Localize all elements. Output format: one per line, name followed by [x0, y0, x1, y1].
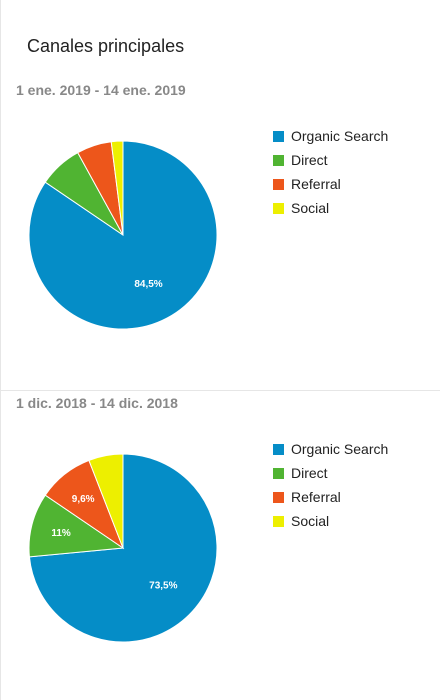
legend-swatch [273, 467, 284, 479]
legend-item-social[interactable]: Social [273, 509, 388, 533]
legend-label: Referral [291, 489, 341, 505]
legend-item-referral[interactable]: Referral [273, 485, 388, 509]
legend-item-organic-search[interactable]: Organic Search [273, 437, 388, 461]
legend-swatch [273, 130, 284, 142]
pie-slice-direct[interactable] [28, 494, 125, 558]
pie-panel-2: 1 dic. 2018 - 14 dic. 2018 73,5% 11% 9,6% … [1, 390, 440, 696]
pie-chart-1: 84,5% [28, 140, 218, 330]
legend-item-referral[interactable]: Referral [273, 172, 388, 196]
slice-label-referral: 9,6% [72, 494, 95, 505]
pie-panel-1: 1 ene. 2019 - 14 ene. 2019 84,5% Organic… [1, 78, 440, 388]
pie-slice-social[interactable] [110, 140, 124, 236]
date-range-1: 1 ene. 2019 - 14 ene. 2019 [16, 82, 186, 98]
slice-label-organic-search: 84,5% [134, 279, 162, 290]
legend-swatch [273, 515, 284, 527]
legend-label: Social [291, 200, 330, 216]
legend-swatch [273, 154, 284, 166]
pie-slice-social[interactable] [88, 453, 124, 549]
legend-swatch [273, 491, 284, 503]
legend-label: Referral [291, 176, 341, 192]
legend-swatch [273, 443, 284, 455]
date-range-2: 1 dic. 2018 - 14 dic. 2018 [16, 395, 178, 411]
legend-label: Social [291, 513, 330, 529]
widget-title: Canales principales [27, 36, 185, 56]
legend-item-organic-search[interactable]: Organic Search [273, 124, 388, 148]
pie-slice-organic-search[interactable] [28, 140, 218, 330]
legend-1: Organic Search Direct Referral Social [273, 124, 388, 220]
legend-label: Direct [291, 465, 328, 481]
pie-chart-2: 73,5% 11% 9,6% [28, 453, 218, 643]
legend-label: Organic Search [291, 128, 389, 144]
legend-item-direct[interactable]: Direct [273, 148, 388, 172]
slice-label-organic-search: 73,5% [149, 581, 177, 592]
legend-2: Organic Search Direct Referral Social [273, 437, 388, 533]
legend-swatch [273, 202, 284, 214]
legend-label: Direct [291, 152, 328, 168]
slice-label-direct: 11% [51, 528, 71, 539]
legend-swatch [273, 178, 284, 190]
legend-label: Organic Search [291, 441, 389, 457]
legend-item-direct[interactable]: Direct [273, 461, 388, 485]
legend-item-social[interactable]: Social [273, 196, 388, 220]
